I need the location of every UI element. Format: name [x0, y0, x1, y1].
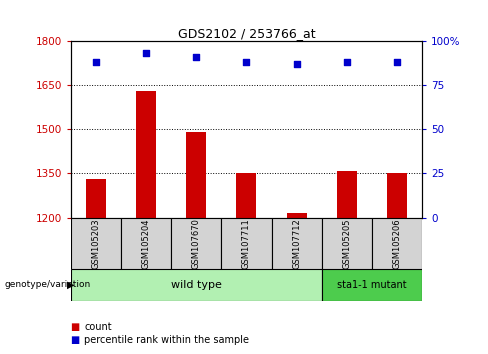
- Bar: [171, 218, 222, 269]
- Text: sta1-1 mutant: sta1-1 mutant: [337, 280, 407, 290]
- Text: ■: ■: [71, 335, 83, 345]
- Bar: [286, 213, 306, 218]
- Bar: [136, 91, 156, 218]
- Bar: [236, 173, 257, 218]
- Text: GSM105205: GSM105205: [342, 218, 351, 269]
- Bar: [372, 218, 422, 269]
- Text: genotype/variation: genotype/variation: [5, 280, 91, 290]
- Bar: [222, 218, 271, 269]
- Text: GSM107711: GSM107711: [242, 218, 251, 269]
- Text: count: count: [84, 322, 112, 332]
- Bar: [271, 218, 322, 269]
- Text: GSM105204: GSM105204: [142, 218, 151, 269]
- Point: [192, 54, 200, 59]
- Bar: [322, 269, 422, 301]
- Point: [393, 59, 401, 65]
- Bar: [387, 173, 407, 218]
- Text: GSM105206: GSM105206: [392, 218, 402, 269]
- Bar: [71, 218, 121, 269]
- Bar: [186, 132, 206, 218]
- Point: [142, 50, 150, 56]
- Point: [343, 59, 351, 65]
- Bar: [337, 171, 357, 218]
- Text: ■: ■: [71, 322, 83, 332]
- Bar: [86, 179, 106, 218]
- Title: GDS2102 / 253766_at: GDS2102 / 253766_at: [178, 27, 315, 40]
- Text: ▶: ▶: [67, 280, 75, 290]
- Bar: [121, 218, 171, 269]
- Text: GSM105203: GSM105203: [91, 218, 101, 269]
- Bar: [322, 218, 372, 269]
- Bar: [71, 269, 322, 301]
- Point: [243, 59, 250, 65]
- Text: wild type: wild type: [171, 280, 222, 290]
- Text: percentile rank within the sample: percentile rank within the sample: [84, 335, 249, 345]
- Text: GSM107712: GSM107712: [292, 218, 301, 269]
- Point: [293, 61, 301, 67]
- Point: [92, 59, 100, 65]
- Text: GSM107670: GSM107670: [192, 218, 201, 269]
